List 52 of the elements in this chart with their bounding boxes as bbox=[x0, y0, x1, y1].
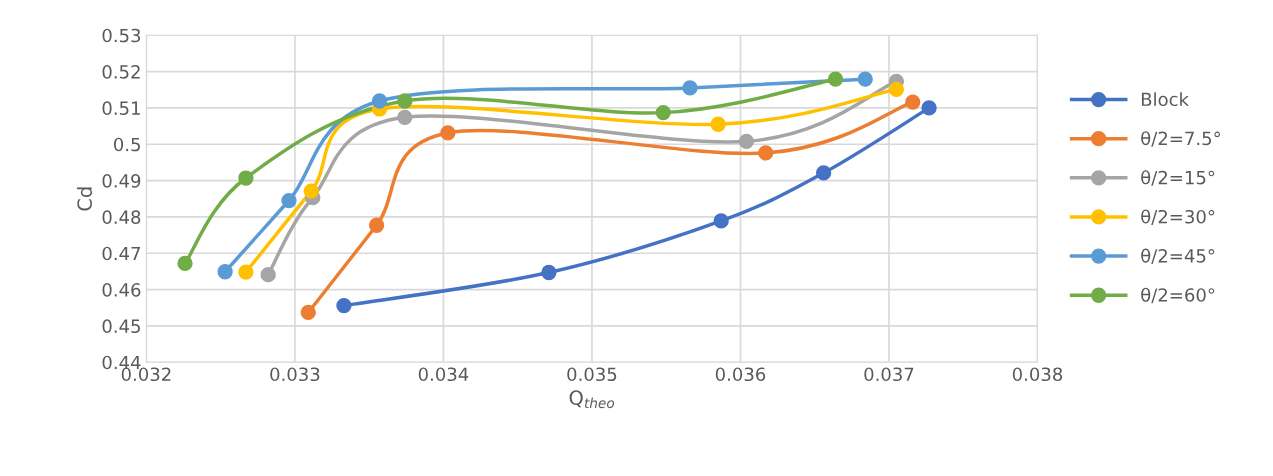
point bbox=[281, 192, 297, 209]
y-tick-label: 0.52 bbox=[102, 65, 140, 79]
y-axis-title: Cd bbox=[76, 187, 93, 211]
y-tick-label: 0.46 bbox=[102, 283, 141, 297]
point bbox=[888, 81, 905, 98]
point bbox=[815, 165, 832, 181]
point bbox=[541, 264, 557, 281]
point bbox=[655, 104, 671, 121]
point bbox=[397, 109, 413, 125]
legend-label: θ/2=15° bbox=[1141, 170, 1215, 186]
point bbox=[682, 80, 698, 96]
point bbox=[440, 125, 456, 141]
x-axis-title: Q$_{theo}$ bbox=[569, 390, 615, 409]
point bbox=[758, 145, 774, 161]
x-tick-label: 0.034 bbox=[418, 367, 469, 382]
x-tick-label: 0.032 bbox=[121, 367, 171, 382]
point bbox=[217, 264, 233, 280]
x-tick-label: 0.036 bbox=[715, 367, 766, 382]
point bbox=[738, 133, 755, 149]
point bbox=[238, 170, 254, 186]
point bbox=[921, 100, 937, 116]
point bbox=[397, 93, 413, 109]
x-tick-label: 0.038 bbox=[1012, 367, 1063, 382]
y-tick-label: 0.48 bbox=[102, 210, 141, 225]
point bbox=[368, 217, 385, 233]
legend-label: θ/2=60° bbox=[1141, 287, 1215, 304]
x-tick-label: 0.033 bbox=[270, 367, 320, 382]
legend-label: θ/2=30° bbox=[1141, 209, 1215, 225]
y-tick-label: 0.49 bbox=[102, 174, 141, 188]
legend-label: Block bbox=[1141, 92, 1189, 107]
x-tick-label: 0.035 bbox=[567, 367, 617, 382]
y-tick-label: 0.45 bbox=[102, 319, 140, 334]
point bbox=[260, 267, 276, 283]
point bbox=[238, 264, 254, 280]
y-tick-label: 0.5 bbox=[114, 137, 140, 152]
y-tick-label: 0.47 bbox=[102, 246, 140, 261]
point bbox=[336, 297, 352, 314]
legend-label: θ/2=45° bbox=[1141, 248, 1215, 265]
point bbox=[303, 183, 319, 199]
y-tick-label: 0.51 bbox=[102, 101, 140, 116]
point bbox=[827, 71, 844, 87]
point bbox=[371, 93, 388, 109]
point bbox=[300, 304, 316, 321]
y-tick-label: 0.53 bbox=[102, 28, 141, 43]
point bbox=[713, 213, 729, 229]
point bbox=[905, 94, 921, 110]
point bbox=[857, 71, 873, 87]
x-tick-label: 0.037 bbox=[864, 367, 914, 382]
legend-label: θ/2=7.5° bbox=[1141, 131, 1220, 147]
point bbox=[177, 255, 193, 272]
y-tick-label: 0.44 bbox=[102, 355, 141, 370]
point bbox=[710, 116, 726, 132]
